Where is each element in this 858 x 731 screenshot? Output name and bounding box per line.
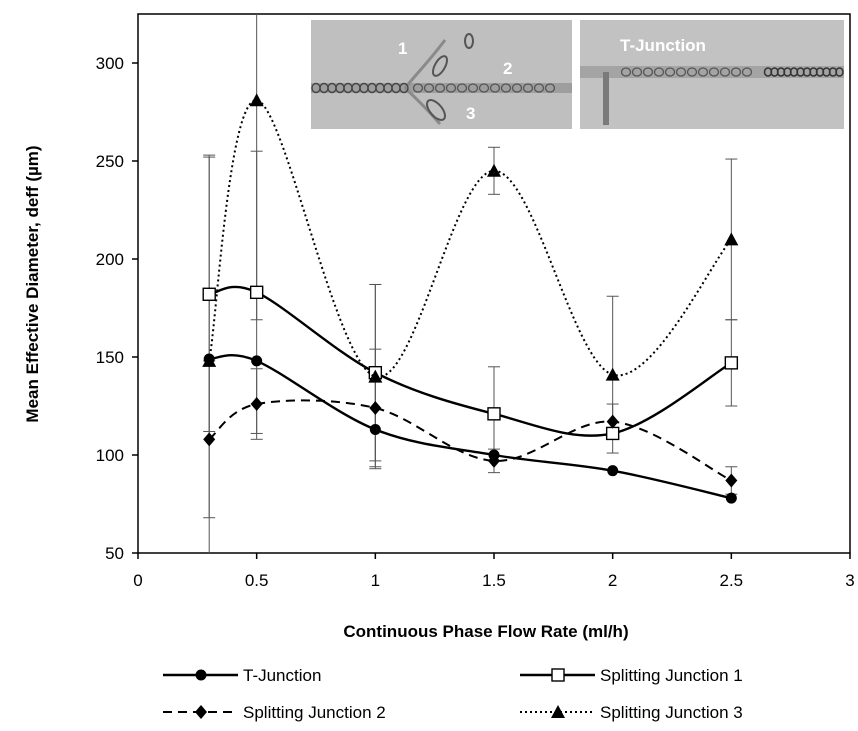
data-point [724,356,739,370]
data-point [606,414,619,429]
data-point [203,432,216,447]
droplet [664,67,676,77]
legend-label: Splitting Junction 2 [243,703,386,722]
droplet [719,67,731,77]
droplet [500,83,512,93]
x-tick-label: 2.5 [720,571,744,590]
data-point [607,465,619,477]
data-point [488,453,500,468]
legend-marker [551,668,565,682]
data-point [725,492,737,504]
droplet [467,83,479,93]
legend-label: T-Junction [243,666,321,685]
x-tick-label: 1 [371,571,380,590]
droplet [412,83,424,93]
droplet [697,67,709,77]
droplet [511,83,523,93]
inset-image-splitting-junction: 1 2 3 [311,20,572,129]
x-tick-label: 0 [133,571,142,590]
x-tick-label: 0.5 [245,571,269,590]
droplet [741,67,753,77]
data-point [250,397,263,412]
droplet [686,67,698,77]
y-tick-label: 250 [96,152,124,171]
droplet [423,83,435,93]
droplet [489,83,501,93]
data-point [724,232,739,246]
x-tick-label: 3 [845,571,854,590]
data-point [251,355,263,367]
series-markers-4 [202,93,739,383]
droplet [835,67,844,77]
droplet [478,83,490,93]
droplet [399,82,409,94]
y-tick-label: 100 [96,446,124,465]
series-markers-2 [202,285,739,441]
y-tick-label: 300 [96,54,124,73]
inset-label-1: 1 [398,39,407,58]
legend-item-4: Splitting Junction 3 [520,703,743,722]
series-markers-3 [203,397,738,488]
droplet [631,67,643,77]
droplet [653,67,665,77]
droplet [434,83,446,93]
droplet [533,83,545,93]
data-point [368,369,383,383]
data-point [725,473,738,488]
y-axis-title: Mean Effective Diameter, deff (µm) [23,145,42,422]
x-axis-title: Continuous Phase Flow Rate (ml/h) [343,622,628,641]
data-point [202,287,216,301]
axes: 0 0.5 1 1.5 2 2.5 3 50 100 150 200 250 300 [96,54,855,590]
series-layer [202,14,739,553]
y-tick-label: 150 [96,348,124,367]
droplet [544,83,556,93]
inset-label-2: 2 [503,59,512,78]
legend-item-3: Splitting Junction 2 [163,703,386,722]
legend-marker [551,705,565,718]
data-point [369,400,382,415]
inset-label-3: 3 [466,104,475,123]
droplet [708,67,720,77]
data-point [605,426,620,441]
data-point [249,93,264,107]
inset-image-t-junction: T-Junction [580,20,844,129]
x-tick-label: 2 [608,571,617,590]
y-tick-label: 200 [96,250,124,269]
data-point [202,353,217,367]
x-tick-label: 1.5 [482,571,506,590]
droplet [456,83,468,93]
legend-item-2: Splitting Junction 1 [520,666,743,685]
data-point [249,285,264,300]
data-point [605,367,620,381]
data-point [369,424,381,436]
legend-marker [195,669,207,681]
legend-item-1: T-Junction [163,666,321,685]
droplet [522,83,534,93]
data-point [487,163,501,177]
droplet [730,67,742,77]
data-point [487,407,501,421]
inset-label-t-junction: T-Junction [620,36,706,55]
droplet [620,67,632,77]
droplet [642,67,654,77]
y-tick-label: 50 [105,544,124,563]
legend-label: Splitting Junction 3 [600,703,743,722]
legend-label: Splitting Junction 1 [600,666,743,685]
droplet [445,83,457,93]
droplet [675,67,687,77]
legend-marker [195,705,207,719]
legend: T-Junction Splitting Junction 1 Splitting … [163,666,743,722]
